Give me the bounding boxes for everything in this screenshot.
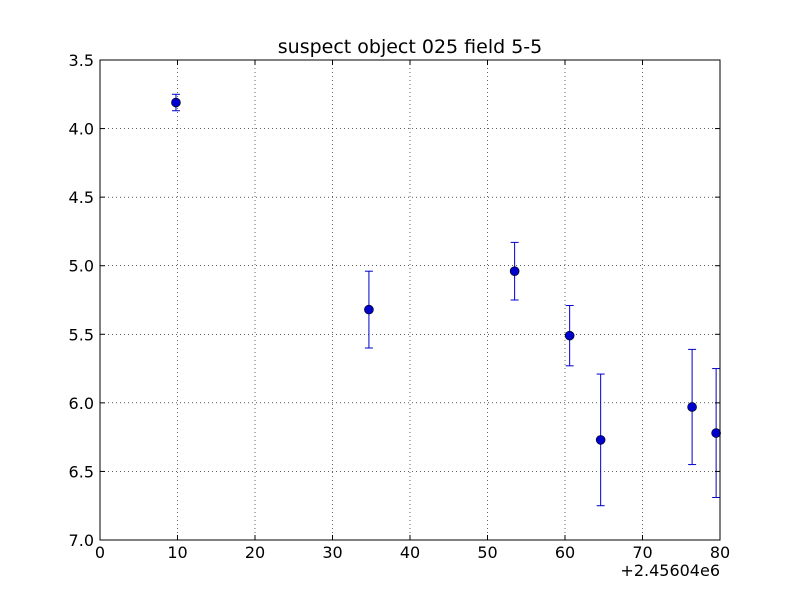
chart-title: suspect object 025 field 5-5	[278, 36, 543, 58]
x-tick-label: 50	[477, 543, 497, 562]
data-point	[687, 402, 697, 412]
x-offset-label: +2.45604e6	[620, 561, 720, 580]
data-points	[171, 97, 721, 445]
data-point	[364, 304, 374, 315]
x-tick-label: 30	[322, 543, 342, 562]
x-tick-label: 70	[632, 543, 652, 562]
x-tick-label: 80	[710, 543, 730, 562]
data-point	[564, 330, 575, 341]
y-tick-label: 4.0	[69, 120, 94, 139]
x-tick-label: 0	[95, 543, 105, 562]
data-point	[509, 266, 520, 277]
y-tick-label: 7.0	[69, 531, 94, 550]
x-tick-label: 20	[245, 543, 265, 562]
y-tick-labels: 3.5 4.0 4.5 5.0 5.5 6.0 6.5 7.0	[69, 51, 94, 550]
x-tick-labels: 0 10 20 30 40 50 60 70 80	[95, 543, 730, 562]
axis-ticks	[99, 59, 721, 541]
y-tick-label: 6.0	[69, 394, 94, 413]
x-tick-label: 10	[167, 543, 187, 562]
grid-lines	[100, 60, 720, 540]
y-tick-label: 4.5	[69, 188, 94, 207]
data-point	[711, 428, 721, 438]
y-tick-label: 5.0	[69, 257, 94, 276]
y-tick-label: 6.5	[69, 462, 94, 481]
x-tick-label: 60	[555, 543, 575, 562]
data-point	[595, 435, 606, 445]
data-point	[171, 97, 181, 108]
x-tick-label: 40	[400, 543, 420, 562]
y-tick-label: 5.5	[69, 325, 94, 344]
y-tick-label: 3.5	[69, 51, 94, 70]
